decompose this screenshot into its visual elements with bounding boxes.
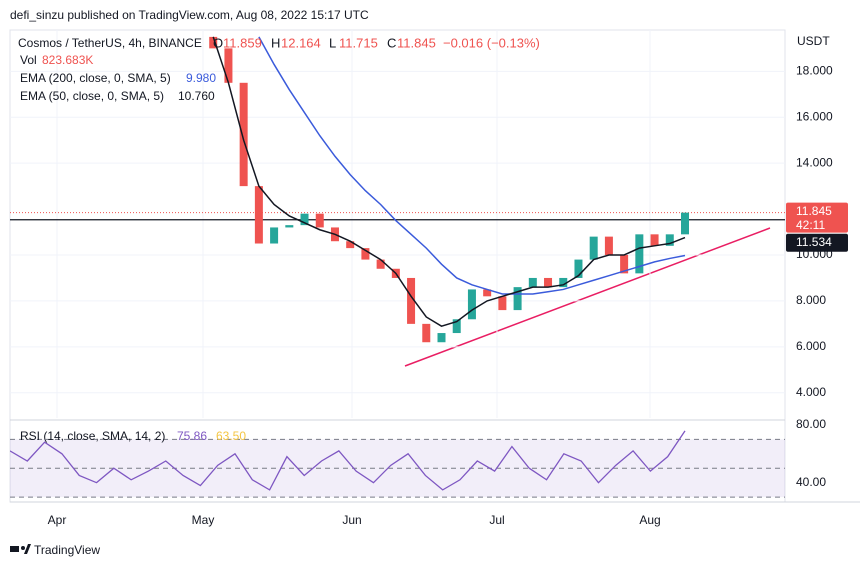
ohlc-label: C [387, 35, 396, 50]
vol-value: 823.683K [42, 53, 93, 67]
change: −0.016 (−0.13%) [443, 35, 540, 50]
y-tick-label: 16.000 [796, 109, 833, 123]
candle [270, 227, 279, 244]
countdown: 42:11 [796, 218, 825, 232]
ema50-label: EMA (50, close, 0, SMA, 5) [20, 89, 164, 103]
ohlc-label: O [213, 35, 223, 50]
logo [10, 544, 31, 554]
ohlc-label: L [329, 35, 336, 50]
brand: TradingView [34, 543, 100, 557]
rsi-value: 75.86 [177, 429, 207, 443]
rsi-tick-label: 40.00 [796, 475, 826, 489]
ema200-value: 9.980 [186, 71, 216, 85]
rsi-line [10, 430, 686, 491]
ohlc-label: H [271, 35, 280, 50]
candle [528, 277, 537, 288]
ohlc-value: 11.715 [339, 35, 378, 50]
candle [300, 213, 309, 226]
ema200-label: EMA (200, close, 0, SMA, 5) [20, 71, 171, 85]
candle [376, 259, 385, 269]
y-tick-label: 14.000 [796, 155, 833, 169]
x-tick-label: Aug [639, 513, 660, 527]
candle [467, 289, 476, 320]
candle [483, 289, 492, 297]
rsi-tick-label: 80.00 [796, 417, 826, 431]
trendline [404, 227, 771, 367]
candle [452, 319, 461, 334]
ema50-value: 10.760 [178, 89, 215, 103]
candle [589, 236, 598, 260]
candle [224, 48, 233, 83]
vol-label: Vol [20, 53, 37, 67]
last-price-box [786, 202, 848, 233]
x-tick-label: May [192, 513, 215, 527]
rsi-label: RSI (14, close, SMA, 14, 2) [20, 429, 165, 443]
ohlc-value: 12.164 [281, 35, 321, 50]
candle [209, 36, 218, 49]
candle [422, 323, 431, 343]
last-price-label: 11.845 [796, 204, 832, 218]
candle [635, 234, 644, 274]
candle [620, 254, 629, 274]
y-tick-label: 8.000 [796, 293, 826, 307]
ema-line [258, 36, 686, 295]
currency: USDT [797, 34, 830, 48]
candle [361, 248, 370, 260]
rsi-ma: 63.50 [216, 429, 246, 443]
candle [559, 277, 568, 288]
x-tick-label: Jul [489, 513, 504, 527]
candle [604, 236, 613, 255]
y-tick-label: 6.000 [796, 339, 826, 353]
candle [285, 225, 294, 228]
ohlc-value: 11.845 [397, 35, 436, 50]
candle [346, 241, 355, 249]
y-tick-label: 4.000 [796, 385, 826, 399]
candle [681, 212, 689, 235]
plot-frame [9, 29, 786, 503]
candle [254, 186, 263, 244]
candle [239, 82, 248, 187]
level-box [786, 233, 848, 252]
header: defi_sinzu published on TradingView.com,… [10, 8, 369, 22]
candle [544, 277, 553, 288]
x-tick-label: Apr [48, 513, 67, 527]
ohlc-value: 11.859 [223, 35, 262, 50]
candle [650, 234, 659, 246]
candle [315, 213, 324, 228]
symbol: Cosmos / TetherUS, 4h, BINANCE [18, 36, 202, 50]
candle [437, 333, 446, 343]
candle [665, 234, 674, 246]
level-label: 11.534 [796, 235, 832, 249]
x-tick-label: Jun [342, 513, 361, 527]
candle [407, 277, 416, 324]
candle [498, 296, 507, 311]
candle [574, 259, 583, 278]
candle [513, 287, 522, 311]
ema-line [212, 36, 686, 327]
y-tick-label: 18.000 [796, 63, 833, 77]
